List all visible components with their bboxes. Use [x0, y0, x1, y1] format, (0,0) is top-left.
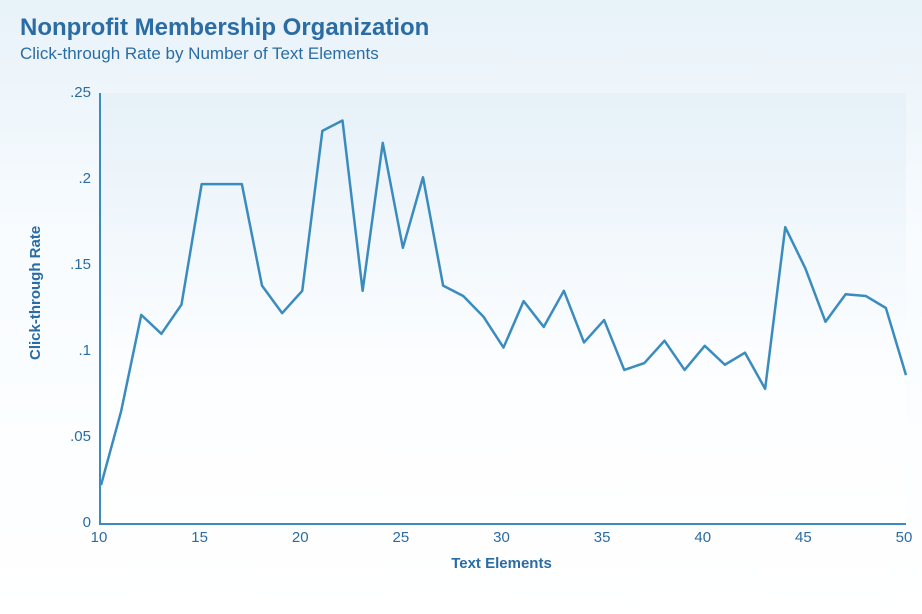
y-axis-label: Click-through Rate: [27, 226, 44, 360]
x-tick-label: 15: [180, 529, 220, 546]
plot-area: [99, 93, 906, 525]
y-tick-label: 0: [41, 514, 91, 531]
x-tick-label: 25: [381, 529, 421, 546]
data-line: [101, 121, 906, 486]
x-tick-label: 30: [482, 529, 522, 546]
y-tick-label: .2: [41, 170, 91, 187]
x-tick-label: 10: [79, 529, 119, 546]
y-tick-label: .05: [41, 428, 91, 445]
chart-title: Nonprofit Membership Organization: [20, 14, 429, 42]
x-tick-label: 20: [280, 529, 320, 546]
x-tick-label: 40: [683, 529, 723, 546]
x-axis-label: Text Elements: [99, 555, 904, 572]
y-tick-label: .1: [41, 342, 91, 359]
chart-subtitle: Click-through Rate by Number of Text Ele…: [20, 44, 379, 64]
y-tick-label: .25: [41, 84, 91, 101]
chart-container: Nonprofit Membership Organization Click-…: [0, 0, 922, 614]
x-tick-label: 50: [884, 529, 922, 546]
line-series: [101, 93, 906, 523]
y-tick-label: .15: [41, 256, 91, 273]
x-tick-label: 45: [783, 529, 823, 546]
x-tick-label: 35: [582, 529, 622, 546]
